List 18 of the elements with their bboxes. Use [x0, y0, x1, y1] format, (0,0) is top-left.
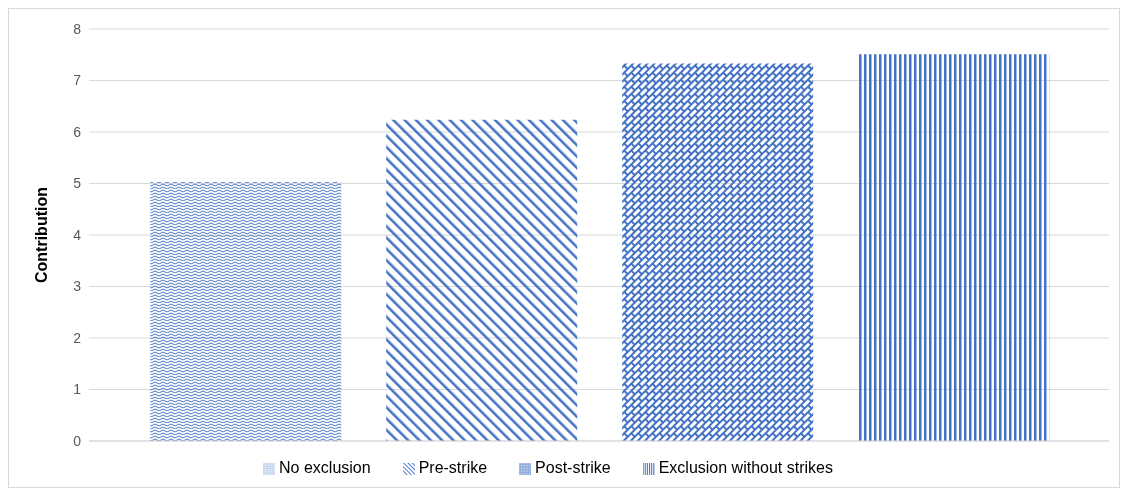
- legend-label: Pre-strike: [418, 459, 488, 476]
- y-tick-label: 2: [73, 329, 82, 346]
- y-tick-label: 4: [73, 226, 82, 243]
- y-tick-label: 0: [73, 432, 82, 449]
- legend-label: Exclusion without strikes: [658, 459, 833, 476]
- y-tick-label: 5: [73, 175, 82, 192]
- y-tick-label: 8: [73, 20, 82, 37]
- y-tick-label: 6: [73, 123, 82, 140]
- bar: [386, 119, 578, 441]
- bar: [150, 181, 342, 441]
- legend-label: No exclusion: [279, 459, 371, 476]
- y-axis-title: Contribution: [32, 187, 50, 283]
- bar: [858, 54, 1050, 441]
- y-tick-label: 1: [73, 381, 82, 398]
- y-tick-label: 7: [73, 72, 82, 89]
- bar: [622, 63, 814, 441]
- legend-label: Post-strike: [535, 459, 611, 476]
- y-tick-label: 3: [73, 278, 82, 295]
